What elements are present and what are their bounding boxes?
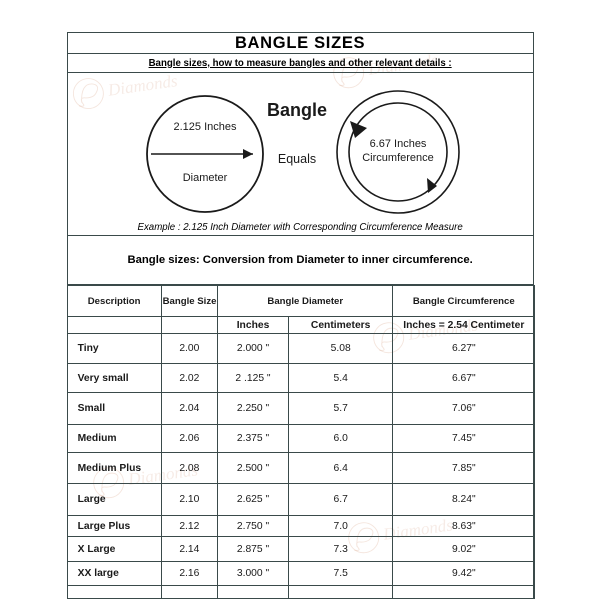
svg-text:Circumference: Circumference [362, 152, 434, 164]
svg-text:Bangle: Bangle [267, 100, 327, 120]
svg-text:2.125 Inches: 2.125 Inches [173, 121, 236, 133]
svg-text:6.67 Inches: 6.67 Inches [369, 138, 426, 150]
svg-text:Equals: Equals [277, 152, 315, 166]
svg-text:Diameter: Diameter [182, 172, 227, 184]
